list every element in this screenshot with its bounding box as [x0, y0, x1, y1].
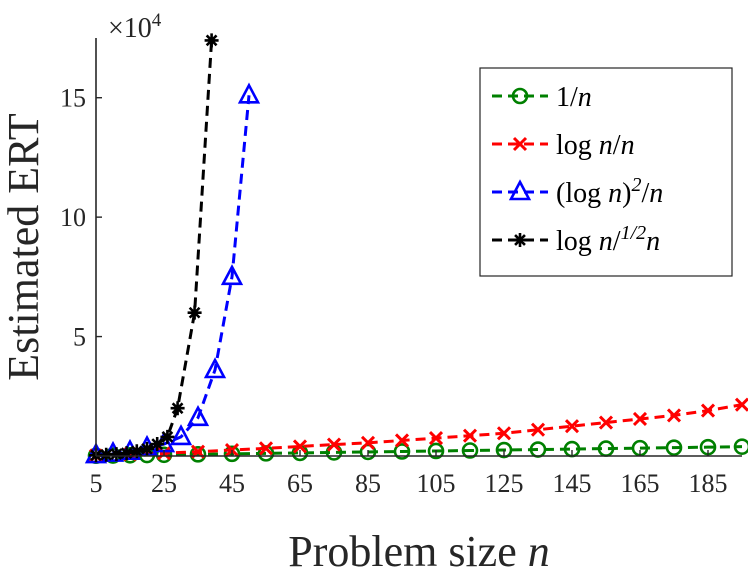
legend-marker — [512, 136, 528, 152]
series-line — [95, 403, 743, 458]
data-point — [204, 33, 219, 48]
x-ticks: 5 25 45 65 85 105 125 145 165 185 — [90, 450, 728, 498]
data-point — [495, 441, 513, 459]
legend-entry: log n/1/2n — [492, 222, 660, 257]
data-point — [220, 264, 244, 286]
legend-label: 1/n — [556, 82, 592, 113]
x-tick-label: 145 — [553, 469, 592, 498]
legend-marker — [511, 87, 529, 105]
data-point — [530, 422, 546, 437]
data-point — [129, 444, 144, 459]
data-point — [394, 433, 410, 448]
x-tick-label: 105 — [417, 469, 456, 498]
data-point — [186, 405, 210, 427]
data-point — [462, 428, 478, 443]
x-tick-label: 165 — [621, 469, 660, 498]
data-point — [99, 447, 114, 462]
legend-marker — [513, 233, 527, 247]
data-point — [428, 431, 444, 446]
y-multiplier: ×104 — [108, 10, 162, 44]
data-point — [700, 403, 716, 418]
legend-entry: log n/n — [492, 130, 635, 161]
data-point — [632, 411, 648, 427]
x-tick-label: 185 — [689, 469, 728, 498]
legend: 1/n log n/n (log n)2/n log n/1/2n — [479, 67, 733, 277]
x-tick-label: 45 — [219, 469, 245, 498]
x-axis-label: Problem size n — [288, 527, 550, 576]
data-point — [734, 397, 748, 412]
x-tick-label: 65 — [287, 469, 313, 498]
data-point — [150, 437, 165, 452]
y-axis-label: Estimated ERT — [0, 113, 48, 381]
legend-label: log n/1/2n — [556, 222, 660, 257]
data-point — [733, 438, 748, 455]
data-point — [461, 442, 479, 459]
data-point — [189, 446, 207, 463]
data-point — [665, 439, 683, 456]
legend-marker — [508, 179, 532, 201]
data-point — [169, 424, 193, 446]
x-tick-label: 25 — [151, 469, 177, 498]
data-point — [393, 443, 411, 460]
data-point — [160, 429, 175, 444]
data-point — [170, 401, 185, 416]
data-point — [598, 415, 614, 430]
data-point — [496, 426, 512, 441]
data-point — [119, 446, 134, 461]
y-tick-label: 5 — [73, 323, 86, 352]
y-tick-label: 10 — [60, 203, 86, 232]
legend-entry: (log n)2/n — [492, 174, 663, 209]
data-point — [223, 445, 241, 463]
y-ticks: 5 10 15 — [60, 84, 102, 352]
data-point — [237, 82, 261, 104]
data-point — [203, 357, 227, 379]
x-tick-label: 85 — [355, 469, 381, 498]
legend-label: log n/n — [556, 130, 635, 161]
legend-entry: 1/n — [492, 82, 592, 113]
data-point — [258, 441, 274, 456]
x-tick-label: 125 — [485, 469, 524, 498]
data-point — [109, 447, 124, 462]
y-tick-label: 15 — [60, 84, 86, 113]
series-2 — [88, 397, 748, 463]
legend-label: (log n)2/n — [556, 174, 663, 209]
series-line — [95, 445, 743, 458]
data-point — [564, 419, 580, 434]
data-point — [140, 441, 154, 456]
data-point — [427, 442, 445, 460]
data-point — [187, 305, 202, 320]
series-layer — [84, 33, 748, 465]
data-point — [666, 408, 682, 423]
x-tick-label: 5 — [90, 469, 103, 498]
data-point — [326, 437, 342, 452]
data-point — [360, 435, 376, 450]
data-point — [292, 439, 308, 454]
